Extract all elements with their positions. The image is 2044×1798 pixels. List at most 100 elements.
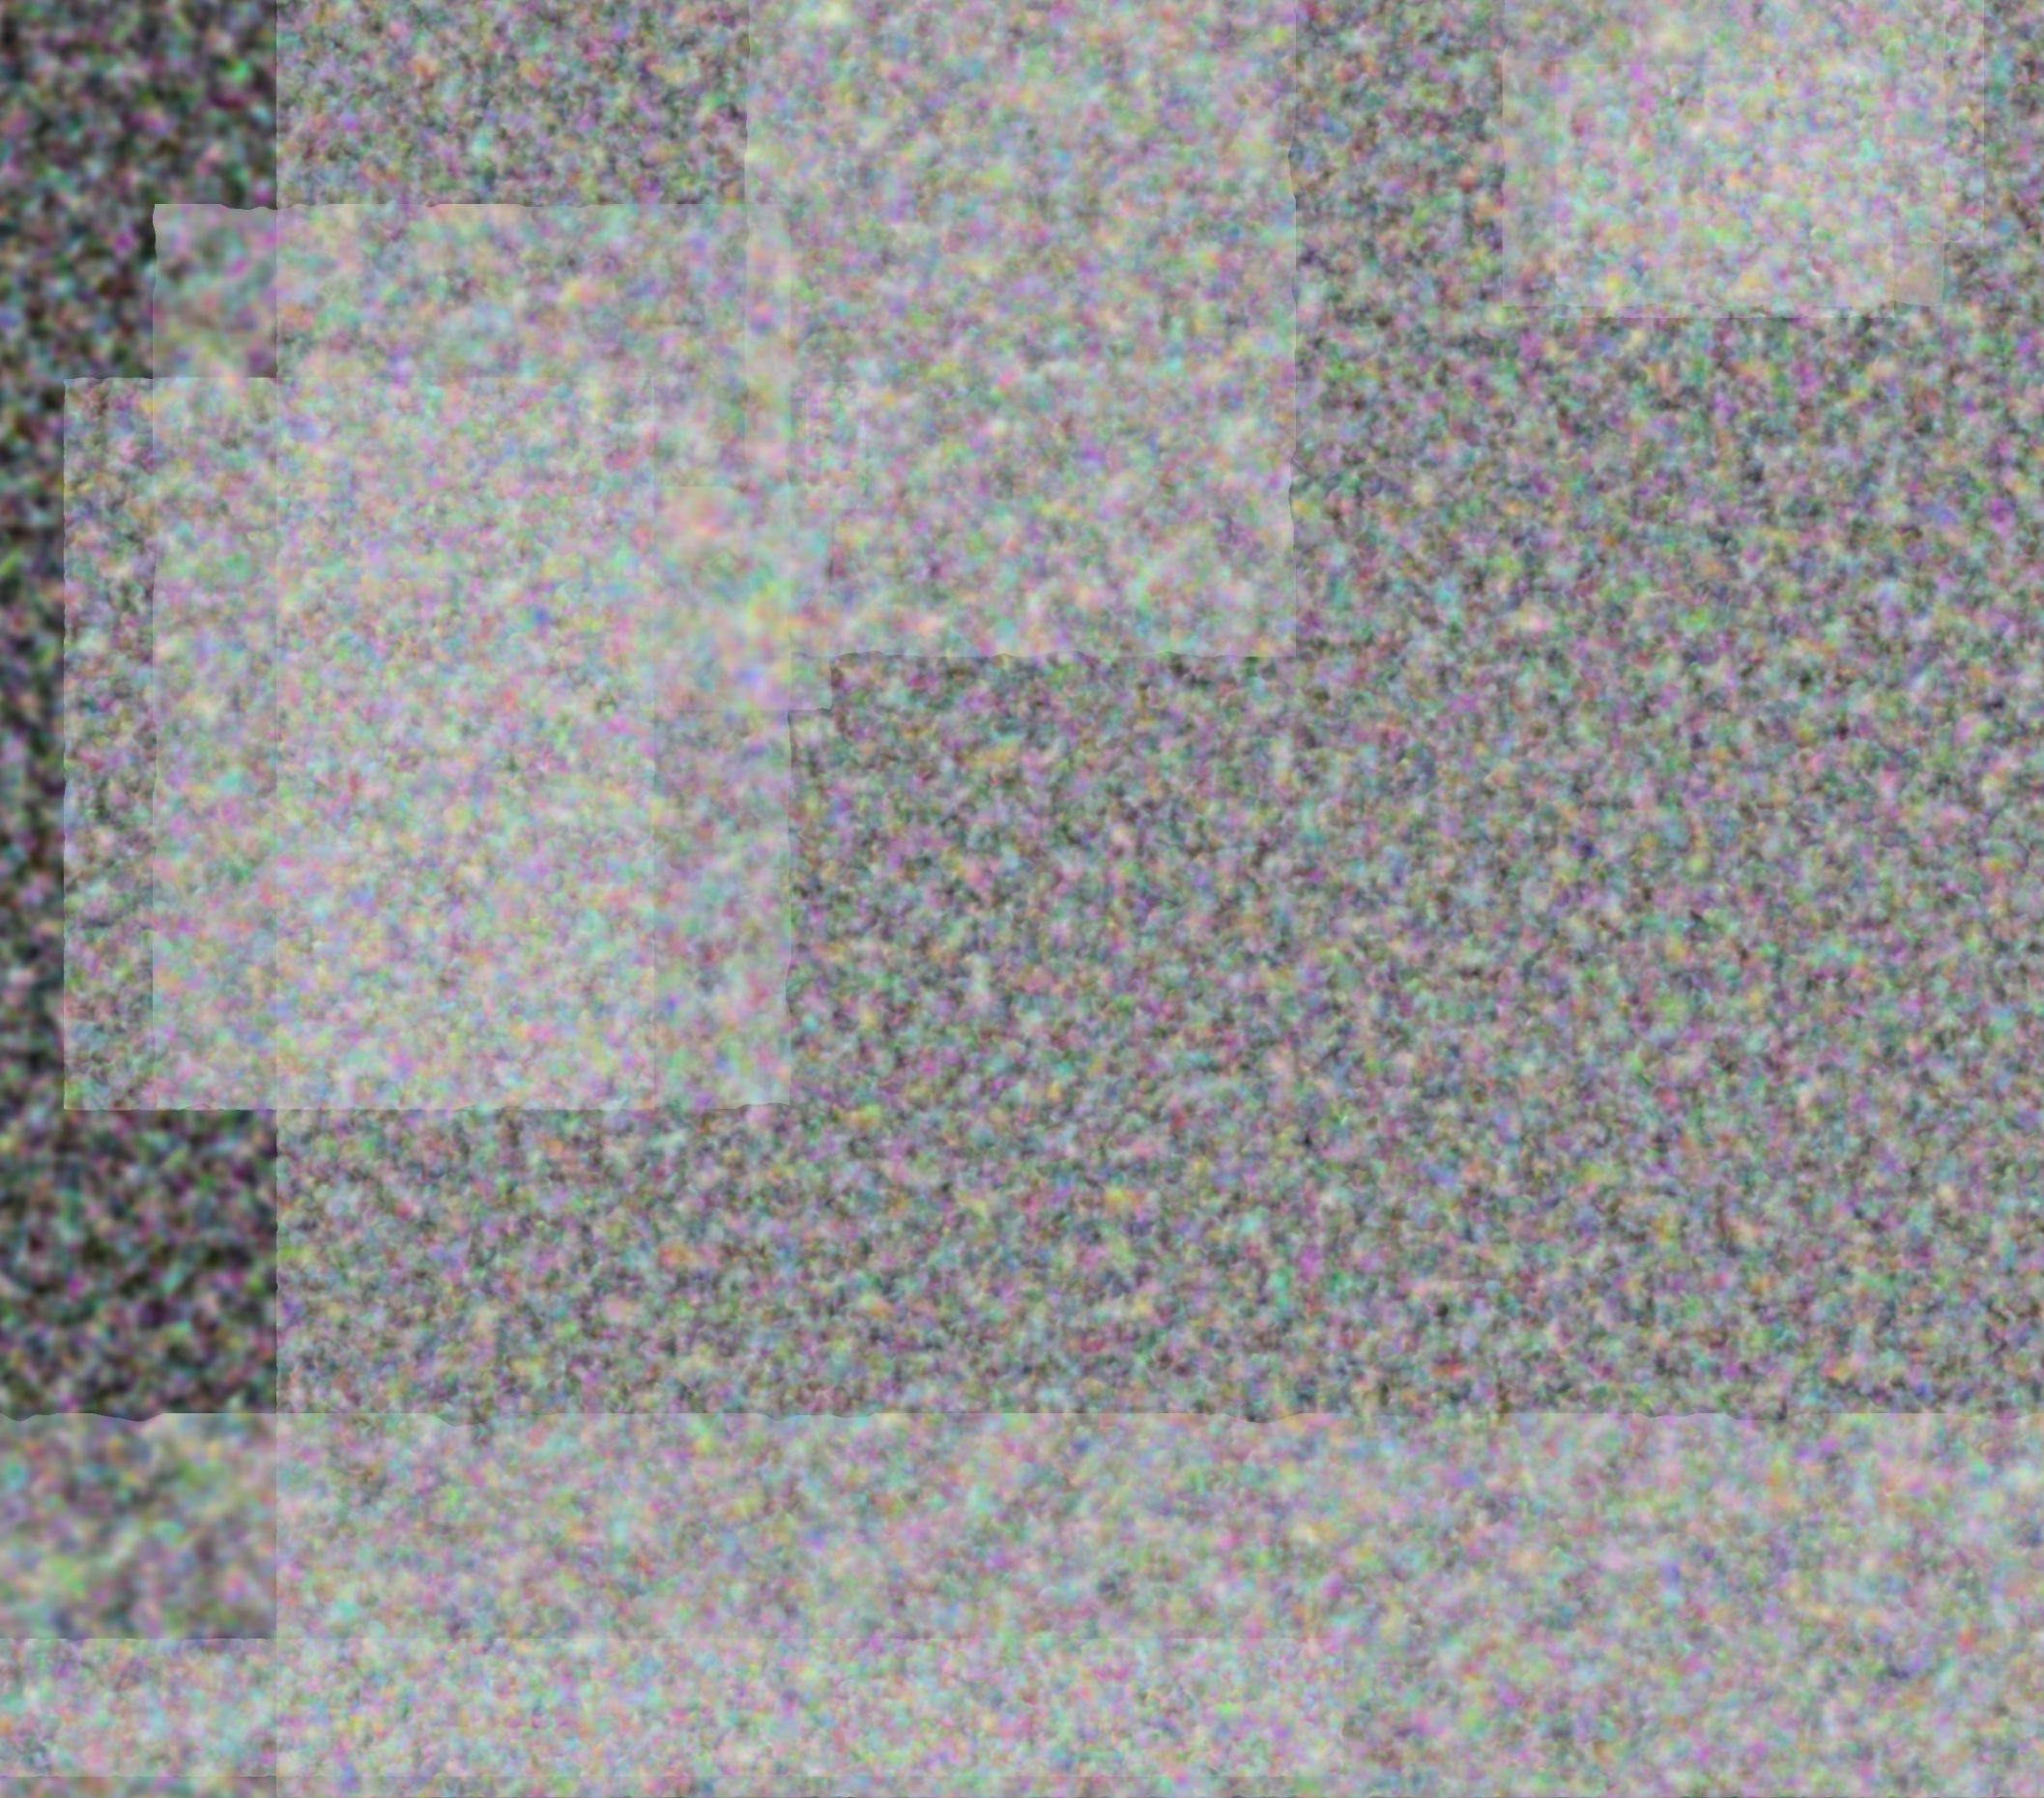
speck [849,457,852,467]
speck [867,764,884,775]
speck [1160,1280,1166,1286]
speck [1729,20,1746,30]
taiwan-islet [166,1717,176,1726]
bay-orange-patch [216,479,302,514]
islet [1774,19,1782,27]
islet [191,972,199,980]
osumi-peninsula [2017,372,2044,450]
islet [298,872,305,880]
islet [320,548,337,558]
kyushu-coastlines [1830,0,2044,279]
speck [1268,7,1287,16]
taiwan-coastline [0,1617,178,1798]
speck [790,1697,799,1713]
kerama-islet [1281,1399,1290,1408]
green-patch [410,962,437,981]
islet [166,998,174,1005]
speck [1779,190,1783,194]
chongming-island [97,163,231,205]
islet [317,684,325,692]
islet [305,895,313,903]
amami-oshima [1530,992,1628,1084]
amakusa-island [1830,118,1881,156]
islet [579,1551,585,1556]
islet [273,872,280,880]
speck [1109,502,1117,508]
islet [89,1121,97,1129]
sakurajima [1933,334,1968,364]
estuary-island [145,207,235,232]
indigo-dot [776,604,786,614]
blue-cluster [555,823,605,863]
tokara-islet [1765,843,1772,851]
kyushu-violet-light [1616,88,1747,183]
cyan-green-bit [349,859,372,877]
kagoshima-bay [1951,326,2019,473]
speck [285,815,293,821]
indigo-patch [719,665,750,688]
yellow-sea-holes [865,8,1096,363]
speck [823,418,829,433]
satsuma-coast [1884,314,2007,434]
kume-island [1186,1352,1216,1374]
ie-island [1352,1339,1362,1348]
islet [331,604,346,614]
speck [1291,35,1303,43]
speck [337,1686,343,1692]
speck [796,1711,802,1717]
ariake-east-shore [1895,0,1932,103]
coastal-islets [15,663,325,1251]
cyan-green-bit [332,857,348,869]
islet [1639,52,1647,60]
speck [248,872,258,878]
islet [226,853,234,860]
speck [1553,111,1569,121]
kerama-islet [1286,1385,1296,1395]
speck [1650,1006,1659,1022]
tsushima-iki-islands [1627,0,1793,60]
islet [288,752,296,760]
green-patch [360,986,405,1021]
indigo-dot [640,615,651,623]
blue-core-bright [905,112,986,174]
amakusa-island [1871,194,1900,221]
islet [1761,8,1769,15]
islet [286,884,294,891]
islet [391,1520,397,1525]
tokara-islet [1833,680,1839,685]
islet [310,565,370,588]
nagasaki-complex [1766,16,1821,111]
island-outline [1567,84,1605,136]
speck [1586,37,1607,48]
indigo-dot [663,562,671,569]
islet [273,740,280,748]
ryukyu-islands [391,975,1659,1798]
islet [372,558,397,573]
kyushu-edge-specks [1630,121,1819,262]
islet [269,899,276,907]
speck [1630,256,1636,262]
islet [417,557,429,565]
violet-shade [1324,1653,1769,1798]
islet [247,808,255,816]
ariake-west-shore [1833,0,1858,105]
speck [1356,384,1369,401]
scattered-blue-dots [219,1669,1022,1746]
green-patch [267,839,286,855]
aguni [1246,1323,1255,1333]
islet [1897,524,1905,532]
islet [77,1135,85,1143]
islet [249,843,257,851]
coast-fragment [1831,0,1860,32]
blue-core-bright [901,388,932,413]
islet [276,719,284,727]
ariake-orange [1864,37,1874,52]
islet [261,884,269,891]
islet [1748,16,1754,22]
speck [820,1692,827,1699]
island-outline [1663,0,1681,16]
violet-cloud [1059,383,1109,445]
speck [841,410,845,418]
coast-fragment [1766,102,1775,111]
